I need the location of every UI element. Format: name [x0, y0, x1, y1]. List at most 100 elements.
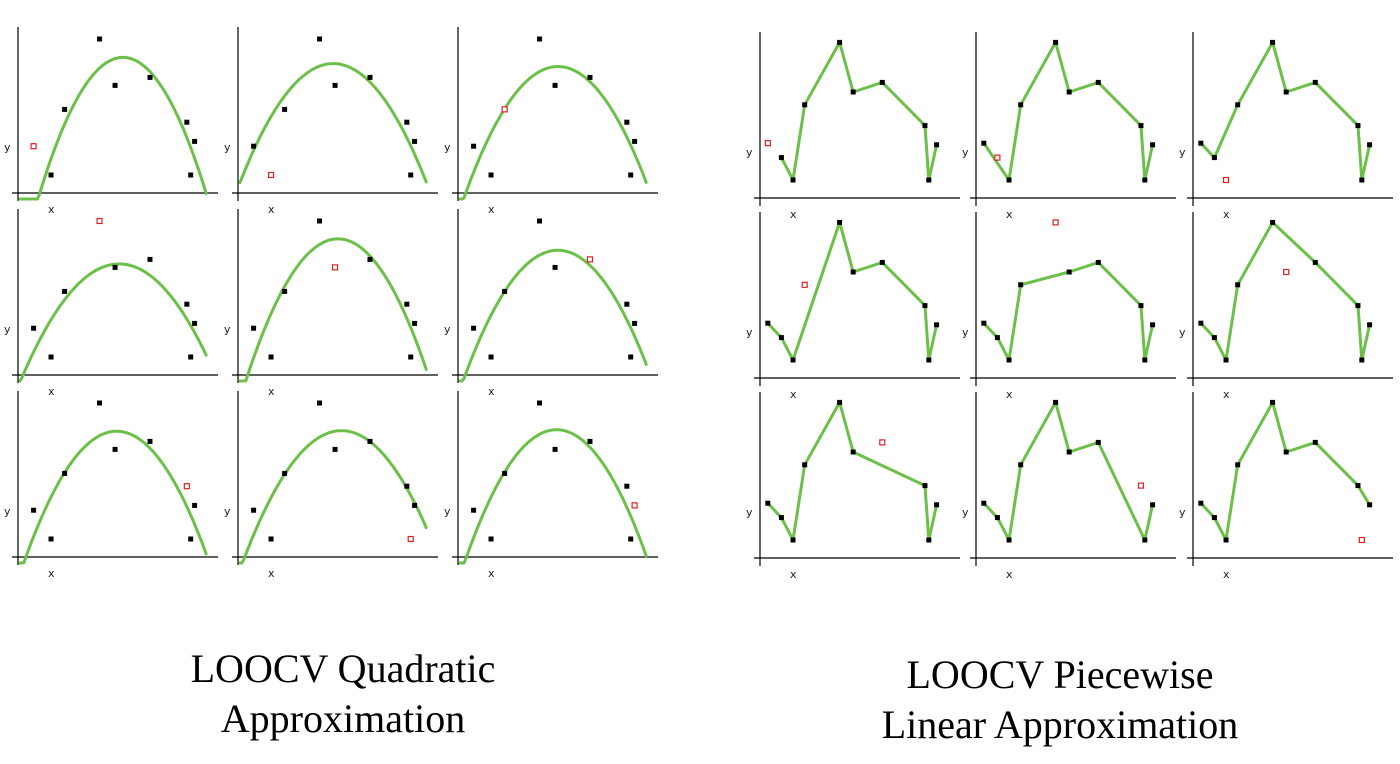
data-point	[802, 102, 808, 108]
y-axis-label: y	[746, 146, 753, 159]
data-point	[537, 218, 543, 224]
data-point	[412, 138, 418, 144]
data-point	[587, 74, 593, 80]
data-point	[537, 400, 543, 406]
quadratic-panel-9: xy	[444, 391, 658, 580]
data-point	[628, 172, 634, 178]
data-point	[1355, 123, 1361, 129]
data-point	[1142, 177, 1148, 183]
quadratic-panel-3: xy	[444, 27, 658, 216]
data-point	[97, 400, 103, 406]
y-axis-label: y	[962, 506, 969, 519]
heldout-point	[764, 140, 771, 147]
data-point	[192, 502, 198, 508]
fit-line	[238, 429, 428, 565]
data-point	[632, 138, 638, 144]
data-point	[1095, 439, 1101, 445]
data-point	[624, 119, 630, 125]
fit-line	[458, 428, 648, 565]
x-axis-label: x	[1223, 568, 1230, 581]
data-point	[778, 335, 784, 341]
data-point	[1053, 39, 1059, 45]
data-point	[1235, 282, 1241, 288]
heldout-point	[501, 106, 508, 113]
fit-line	[766, 220, 939, 362]
data-point	[488, 536, 494, 542]
x-axis-label: x	[268, 203, 275, 216]
data-point	[184, 119, 190, 125]
data-point	[632, 320, 638, 326]
y-axis-label: y	[444, 323, 451, 336]
fit-line	[18, 429, 208, 565]
data-point	[1235, 102, 1241, 108]
x-axis-label: x	[1006, 388, 1013, 401]
data-point	[981, 140, 987, 146]
x-axis-label: x	[488, 567, 495, 580]
data-point	[112, 446, 118, 452]
data-point	[922, 483, 928, 489]
x-axis-label: x	[268, 385, 275, 398]
quadratic-caption-line-1: LOOCV Quadratic	[190, 646, 496, 691]
heldout-point	[586, 256, 594, 263]
data-point	[1138, 303, 1144, 309]
heldout-point	[1137, 482, 1145, 489]
fit-line	[1199, 220, 1372, 362]
y-axis-label: y	[746, 326, 753, 339]
data-point	[994, 515, 1000, 521]
y-axis-label: y	[444, 505, 451, 518]
data-point	[926, 177, 932, 183]
y-axis-label: y	[962, 326, 969, 339]
data-point	[1211, 335, 1217, 341]
data-point	[188, 172, 194, 178]
data-point	[112, 264, 118, 270]
data-point	[471, 507, 477, 513]
data-point	[1018, 102, 1024, 108]
y-axis-label: y	[224, 141, 231, 154]
x-axis-label: x	[488, 385, 495, 398]
piecewise-panel-9: xy	[1179, 392, 1393, 581]
heldout-point	[183, 483, 190, 490]
data-point	[1198, 320, 1204, 326]
data-point	[1312, 439, 1318, 445]
x-axis-label: x	[48, 567, 55, 580]
x-axis-label: x	[1223, 208, 1230, 221]
heldout-point	[96, 217, 103, 225]
x-axis-label: x	[1006, 568, 1013, 581]
data-point	[367, 74, 373, 80]
heldout-point	[331, 264, 339, 271]
piecewise-caption-line-2: Linear Approximation	[881, 702, 1239, 747]
data-point	[624, 301, 630, 307]
data-point	[332, 446, 338, 452]
x-axis-label: x	[488, 203, 495, 216]
data-point	[922, 303, 928, 309]
data-point	[1066, 89, 1072, 95]
piecewise-panel-4: xy	[746, 212, 960, 401]
quadratic-panel-4: xy	[4, 209, 218, 398]
fit-line	[458, 65, 648, 201]
quadratic-caption-line-2: Approximation	[220, 696, 466, 741]
data-point	[282, 106, 288, 112]
data-point	[850, 449, 856, 455]
data-point	[367, 438, 373, 444]
x-axis-label: x	[48, 203, 55, 216]
data-point	[587, 438, 593, 444]
data-point	[879, 79, 885, 85]
data-point	[922, 123, 928, 129]
data-point	[850, 269, 856, 275]
data-point	[1283, 449, 1289, 455]
piecewise-panel-2: xy	[962, 32, 1176, 221]
data-point	[268, 536, 274, 542]
quadratic-caption: LOOCV Quadratic Approximation	[133, 644, 553, 744]
data-point	[62, 470, 68, 476]
data-point	[1150, 142, 1156, 148]
data-point	[994, 335, 1000, 341]
data-point	[62, 106, 68, 112]
y-axis-label: y	[444, 141, 451, 154]
data-point	[147, 74, 153, 80]
data-point	[537, 36, 543, 42]
data-point	[1355, 303, 1361, 309]
fit-line	[766, 400, 939, 542]
data-point	[1359, 177, 1365, 183]
data-point	[282, 288, 288, 294]
